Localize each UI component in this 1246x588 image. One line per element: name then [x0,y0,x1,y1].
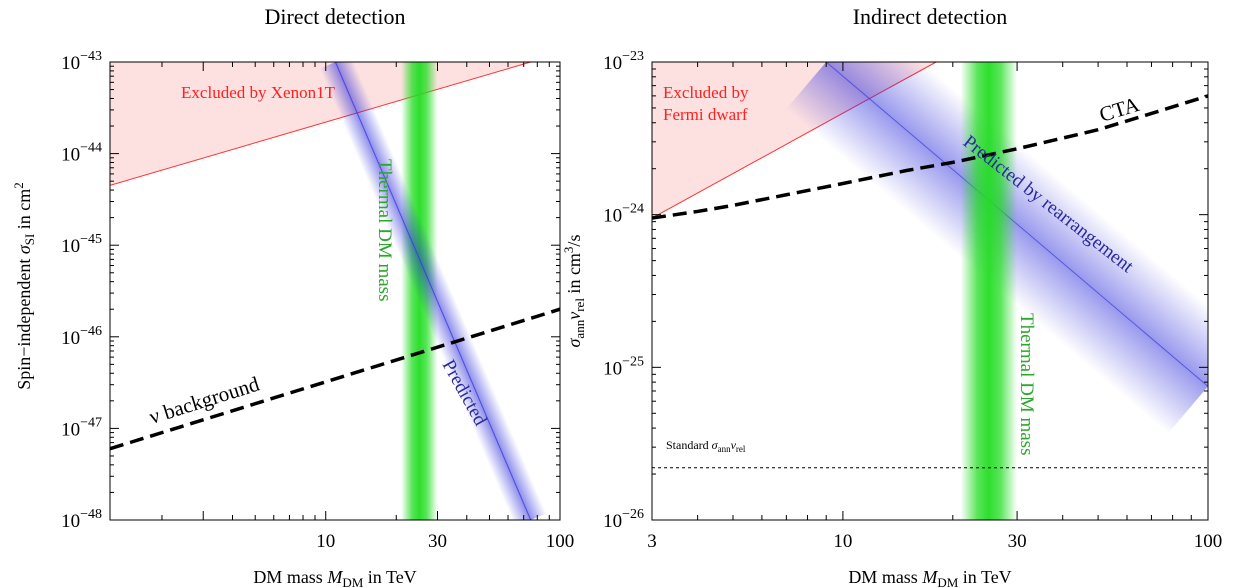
y-tick-label: 10−25 [603,354,644,379]
y-tick-label: 10−26 [603,507,644,532]
fermi-label-line1: Excluded by [663,83,749,102]
chart-title: Indirect detection [853,4,1008,29]
y-tick-label: 10−47 [61,415,102,440]
y-tick-labels: 10−23 10−24 10−25 10−26 [603,49,644,532]
chart-title: Direct detection [264,4,405,29]
y-tick-label: 10−44 [61,141,102,166]
xenon-exclusion-line [110,62,531,186]
predicted-center-line [334,62,532,520]
y-tick-label: 10−45 [61,232,102,257]
x-tick-labels: 10 30 100 [316,531,574,552]
standard-label: Standard σannvrel [666,438,746,454]
x-tick-label: 30 [428,531,447,552]
cta-label: CTA [1096,92,1142,127]
xenon-label: Excluded by Xenon1T [181,83,336,102]
x-tick-labels: 3 10 30 100 [647,531,1222,552]
thermal-dm-label: Thermal DM mass [1016,313,1037,455]
y-tick-label: 10−46 [61,324,102,349]
x-tick-label: 10 [833,531,852,552]
y-tick-labels: 10−43 10−44 10−45 10−46 10−47 10−48 [61,49,102,532]
y-axis-label: Spin−independent σSI in cm2 [11,182,37,390]
x-tick-label: 100 [1194,531,1223,552]
y-tick-label: 10−23 [603,49,644,74]
y-tick-label: 10−48 [61,507,102,532]
y-tick-label: 10−43 [61,49,102,74]
x-tick-label: 100 [546,531,575,552]
fermi-label-line2: Fermi dwarf [663,105,748,124]
x-tick-label: 10 [316,531,335,552]
panel-direct: Direct detection 10−4310−4410−4510−4610−… [11,4,574,588]
thermal-dm-band [960,62,1018,520]
x-axis-label: DM mass MDM in TeV [848,567,1011,588]
y-tick-label: 10−24 [603,202,644,227]
nu-background-label: ν background [146,371,262,428]
y-axis-label: σannvrel in cm3/s [561,235,587,348]
plot-frame [109,61,561,521]
x-tick-label: 3 [647,531,657,552]
axis-ticks [110,62,561,521]
panel-indirect: Indirect detection 10−2310−2410−2510−26 … [561,4,1222,588]
plot-frame [651,61,1209,521]
axis-ticks [651,62,1209,521]
neutrino-background-curve [110,307,560,451]
thermal-dm-label: Thermal DM mass [374,159,395,301]
x-tick-label: 30 [1008,531,1027,552]
cta-curve [652,94,1208,220]
x-axis-label: DM mass MDM in TeV [253,567,416,588]
